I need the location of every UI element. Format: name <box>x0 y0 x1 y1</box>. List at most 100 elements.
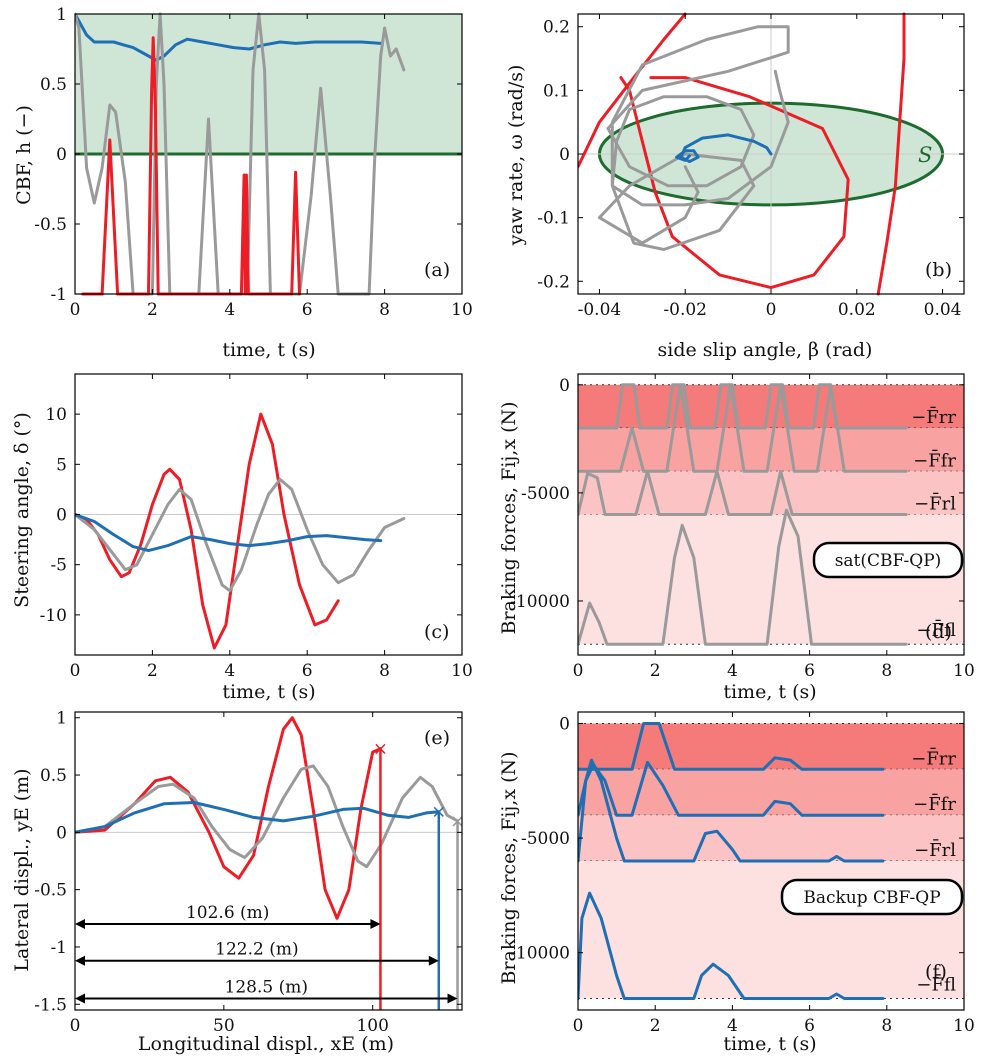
series-line-gray <box>578 383 908 473</box>
method-label-box <box>780 878 964 916</box>
panel-f-background <box>578 722 964 1000</box>
end-cross-icon: × <box>450 811 465 832</box>
series-line-red <box>75 412 340 650</box>
y-tick-label: -10000 <box>510 944 570 964</box>
series-line-gray <box>75 477 406 593</box>
x-tick-label: -0.02 <box>663 300 707 320</box>
panel-d-background <box>578 384 964 645</box>
distance-label: 128.5 (m) <box>225 978 308 998</box>
panel-b-label: (b) <box>925 259 952 281</box>
band-label: −F̄fr <box>913 792 956 815</box>
panel-e-xlabel: Longitudinal displ., xE (m) <box>138 1033 394 1055</box>
panel-d-ylabel: Braking forces, Fij,x (N) <box>498 401 520 634</box>
band-label: −F̄rl <box>914 491 956 514</box>
method-label: Backup CBF-QP <box>803 888 940 908</box>
x-tick-label: 2 <box>147 661 158 681</box>
band-label: −F̄rr <box>911 746 956 769</box>
arrow-right-icon <box>447 993 458 1004</box>
series-line-blue <box>75 801 441 834</box>
x-tick-label: 10 <box>451 300 473 320</box>
x-tick-label: 0 <box>70 661 81 681</box>
x-tick-label: 4 <box>727 661 738 681</box>
x-tick-label: 4 <box>224 300 235 320</box>
force-band <box>578 514 964 645</box>
series-line-gray <box>578 469 908 516</box>
x-tick-label: 6 <box>302 300 313 320</box>
panel-c-ylabel: Steering angle, δ (°) <box>11 412 33 608</box>
series-line-gray <box>75 764 459 869</box>
band-label: −F̄fl <box>916 972 956 995</box>
panel-b-ylabel: yaw rate, ω (rad/s) <box>505 65 527 247</box>
series-line-red <box>876 12 906 296</box>
plot-frame <box>577 711 965 1011</box>
panel-f-ylabel: Braking forces, Fij,x (N) <box>498 751 520 984</box>
panel-a-label: (a) <box>424 259 450 281</box>
panel-f: time, t (s) Braking forces, Fij,x (N) (f… <box>498 711 975 1055</box>
y-tick-label: -5000 <box>521 484 570 504</box>
x-tick-label: 6 <box>804 661 815 681</box>
series-line-blue <box>578 758 885 863</box>
y-tick-label: 1 <box>56 5 67 25</box>
panel-a-background <box>75 14 462 156</box>
series-line-blue <box>75 12 383 62</box>
end-cross-icon: × <box>431 802 446 823</box>
x-tick-label: 0 <box>573 1016 584 1036</box>
series-line-gray <box>578 383 908 430</box>
x-tick-label: 2 <box>147 300 158 320</box>
y-tick-label: 0 <box>56 823 67 843</box>
y-tick-label: 0.5 <box>40 75 67 95</box>
x-tick-label: 10 <box>953 661 975 681</box>
force-band <box>578 815 964 861</box>
y-tick-label: 0 <box>559 714 570 734</box>
method-label: sat(CBF-QP) <box>835 551 942 571</box>
x-tick-label: 4 <box>224 661 235 681</box>
x-tick-label: 0 <box>766 300 777 320</box>
distance-label: 122.2 (m) <box>215 940 298 960</box>
x-tick-label: 0 <box>70 1016 81 1036</box>
safe-set-label: S <box>918 143 932 167</box>
x-tick-label: 50 <box>213 1016 235 1036</box>
panel-d: time, t (s) Braking forces, Fij,x (N) (d… <box>498 373 975 703</box>
series-line-blue <box>675 133 773 164</box>
x-tick-label: 0.04 <box>924 300 962 320</box>
panel-a: time, t (s) CBF, h (−) (a) 0 2 4 6 8 10-1-0.5… <box>13 5 473 361</box>
y-tick-label: 0.2 <box>543 18 570 38</box>
band-label: −F̄rr <box>911 405 956 428</box>
x-tick-label: 8 <box>379 661 390 681</box>
panel-f-xlabel: time, t (s) <box>723 1033 816 1055</box>
y-tick-label: 10 <box>45 405 67 425</box>
panel-c: time, t (s) Steering angle, δ (°) (c) 0 2… <box>11 373 473 703</box>
y-tick-label: 1 <box>56 709 67 729</box>
arrow-left-icon <box>75 955 85 966</box>
safe-region <box>75 14 462 154</box>
x-tick-label: 2 <box>650 661 661 681</box>
x-tick-label: 100 <box>356 1016 388 1036</box>
x-tick-label: 8 <box>379 300 390 320</box>
panel-c-label: (c) <box>424 621 449 643</box>
arrow-right-icon <box>428 955 439 966</box>
series-line-red <box>75 716 382 920</box>
x-tick-label: 0.02 <box>838 300 876 320</box>
panel-d-label: (d) <box>925 621 952 643</box>
x-tick-label: 0 <box>573 661 584 681</box>
x-tick-label: 4 <box>727 1016 738 1036</box>
series-line-blue <box>578 722 885 771</box>
arrow-left-icon <box>75 993 85 1004</box>
x-tick-label: 2 <box>650 1016 661 1036</box>
series-line-gray <box>597 25 790 251</box>
panel-b-xlabel: side slip angle, β (rad) <box>658 339 873 361</box>
y-tick-label: 0 <box>559 376 570 396</box>
arrow-left-icon <box>75 919 85 930</box>
band-label: −F̄rl <box>914 838 956 861</box>
panel-a-ylabel: CBF, h (−) <box>13 105 35 205</box>
band-label: −F̄fr <box>913 448 956 471</box>
panel-f-label: (f) <box>925 961 947 983</box>
y-tick-label: -0.5 <box>34 215 67 235</box>
arrow-right-icon <box>370 919 381 930</box>
x-tick-label: 8 <box>881 1016 892 1036</box>
x-tick-label: 8 <box>881 661 892 681</box>
distance-label: 102.6 (m) <box>186 903 269 923</box>
x-tick-label: -0.04 <box>578 300 622 320</box>
y-tick-label: -0.1 <box>537 209 570 229</box>
